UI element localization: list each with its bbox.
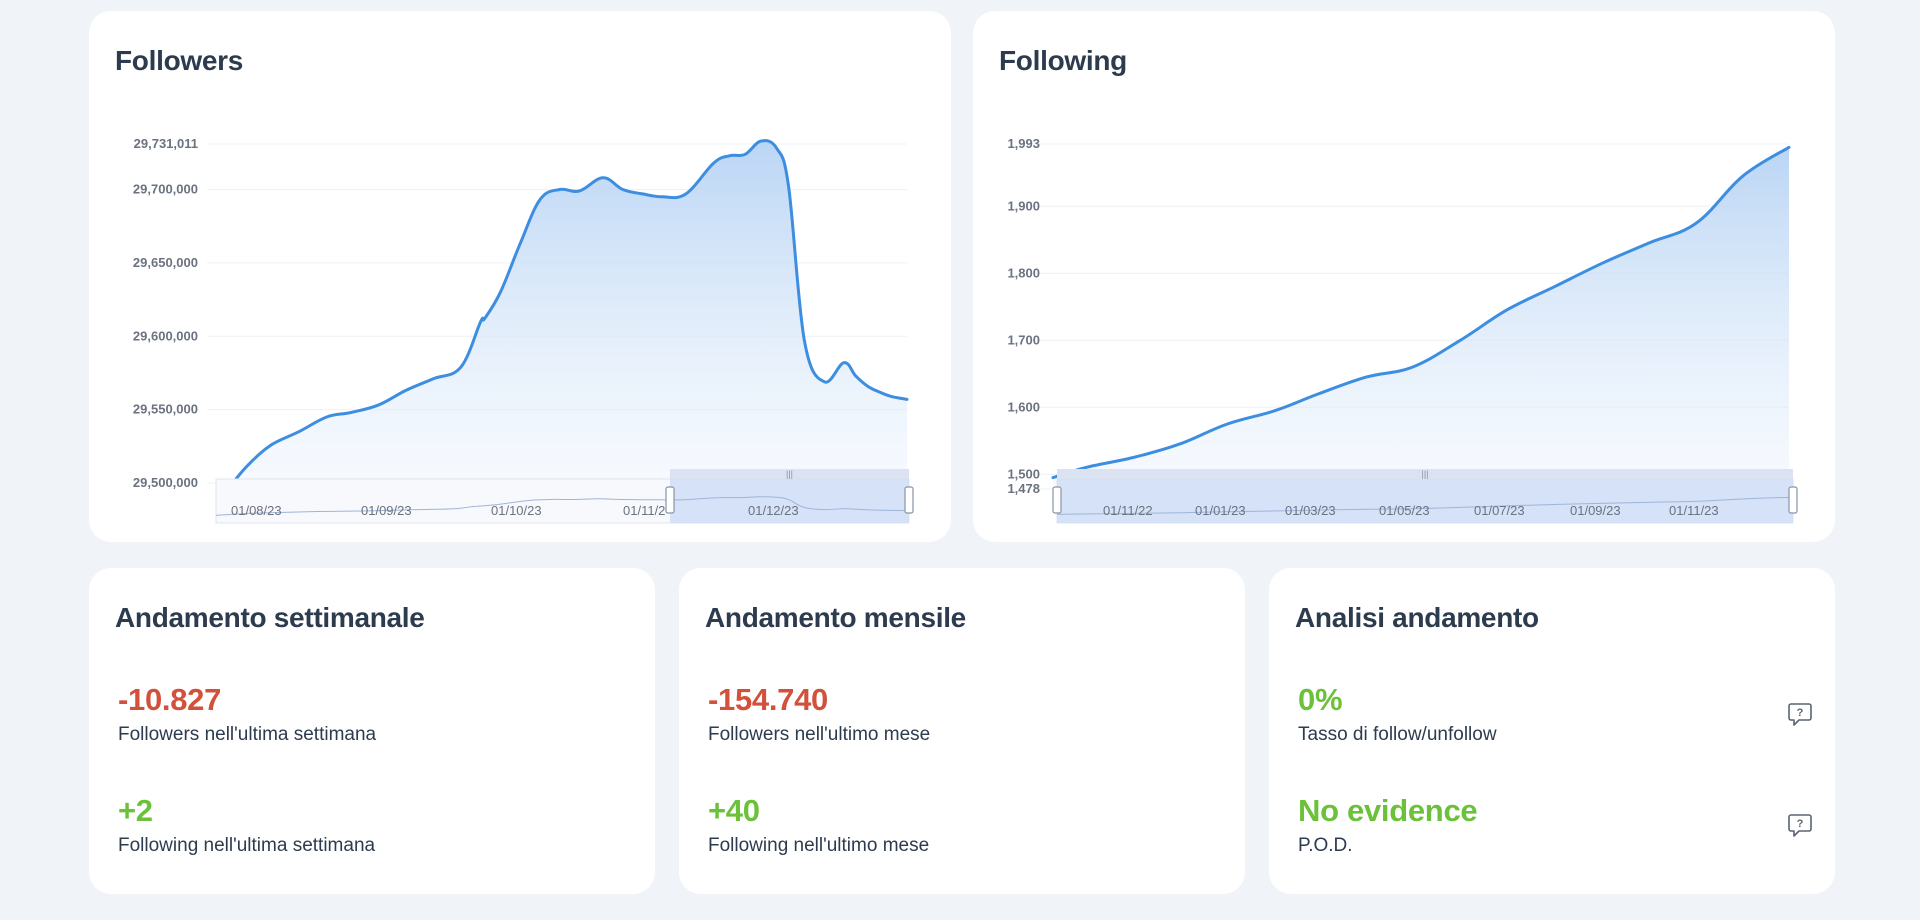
y-tick-label: 1,478 bbox=[1007, 481, 1040, 496]
navigator-handle-left[interactable] bbox=[1052, 486, 1062, 514]
monthly-trend-title: Andamento mensile bbox=[705, 602, 966, 633]
navigator-x-tick-label: 01/09/23 bbox=[361, 503, 412, 518]
help-icon[interactable]: ? bbox=[1787, 701, 1813, 727]
series-line bbox=[1051, 145, 1791, 480]
following-title: Following bbox=[999, 45, 1127, 76]
series-line bbox=[226, 139, 909, 491]
navigator-x-tick-label: 01/11/22 bbox=[1103, 503, 1153, 518]
navigator-x-tick-label: 01/09/23 bbox=[1570, 503, 1621, 518]
follow-rate-stat: 0% Tasso di follow/unfollow bbox=[1298, 682, 1497, 746]
navigator-x-tick-label: 01/12/23 bbox=[748, 503, 799, 518]
pod-value: No evidence bbox=[1298, 793, 1478, 828]
monthly-followers-stat: -154.740 Followers nell'ultimo mese bbox=[708, 682, 930, 746]
followers-card: Followers 29,500,000 29,550,000 29,600,000… bbox=[89, 11, 951, 542]
followers-chart[interactable]: 29,500,000 29,550,000 29,600,000 29,650,000… bbox=[89, 11, 951, 542]
monthly-trend-card: Andamento mensile -154.740 Followers nel… bbox=[679, 568, 1245, 894]
pod-label: P.O.D. bbox=[1298, 835, 1353, 856]
svg-text:?: ? bbox=[1797, 707, 1804, 719]
navigator-selection[interactable] bbox=[670, 479, 909, 523]
navigator-x-tick-label: 01/03/23 bbox=[1285, 503, 1336, 518]
navigator-handle-right[interactable] bbox=[904, 486, 914, 514]
navigator-selection[interactable] bbox=[1057, 479, 1793, 523]
navigator-x-tick-label: 01/05/23 bbox=[1379, 503, 1430, 518]
y-tick-label: 1,600 bbox=[1007, 399, 1040, 414]
monthly-following-value: +40 bbox=[708, 793, 760, 828]
navigator-scrollbar[interactable] bbox=[670, 469, 909, 479]
monthly-following-label: Following nell'ultimo mese bbox=[708, 835, 930, 856]
y-tick-label: 1,993 bbox=[1007, 136, 1040, 151]
follow-rate-label: Tasso di follow/unfollow bbox=[1298, 724, 1497, 745]
follow-rate-value: 0% bbox=[1298, 682, 1343, 717]
navigator-x-tick-label: 01/07/23 bbox=[1474, 503, 1525, 518]
weekly-trend-title: Andamento settimanale bbox=[115, 602, 425, 633]
weekly-followers-stat: -10.827 Followers nell'ultima settimana bbox=[118, 682, 376, 746]
monthly-followers-label: Followers nell'ultimo mese bbox=[708, 724, 931, 745]
y-tick-label: 1,800 bbox=[1007, 265, 1040, 280]
followers-title: Followers bbox=[115, 45, 243, 76]
trend-analysis-title: Analisi andamento bbox=[1295, 602, 1539, 633]
navigator-series-line bbox=[215, 496, 910, 516]
y-tick-label: 29,700,000 bbox=[133, 182, 198, 197]
navigator-series-line bbox=[1056, 496, 1794, 515]
weekly-following-stat: +2 Following nell'ultima settimana bbox=[118, 793, 375, 857]
scrollbar-grip: ||| bbox=[1421, 469, 1428, 479]
navigator-x-tick-label: 01/08/23 bbox=[231, 503, 282, 518]
help-icon[interactable]: ? bbox=[1787, 812, 1813, 838]
y-tick-label: 29,650,000 bbox=[133, 255, 198, 270]
following-card: Following 1,478 1,500 1,600 1,700 1,800 1,900… bbox=[973, 11, 1835, 542]
y-tick-label: 29,731,011 bbox=[134, 136, 198, 151]
monthly-following-stat: +40 Following nell'ultimo mese bbox=[708, 793, 929, 857]
y-tick-label: 29,550,000 bbox=[133, 402, 198, 417]
y-tick-label: 29,500,000 bbox=[133, 475, 198, 490]
y-tick-label: 1,500 bbox=[1007, 466, 1040, 481]
y-tick-label: 1,900 bbox=[1007, 198, 1040, 213]
navigator-handle-left[interactable] bbox=[665, 486, 675, 514]
weekly-trend-card: Andamento settimanale -10.827 Followers … bbox=[89, 568, 655, 894]
series-area bbox=[228, 140, 907, 489]
navigator-handle-right[interactable] bbox=[1788, 486, 1798, 514]
pod-stat: No evidence P.O.D. bbox=[1298, 793, 1478, 857]
navigator-x-tick-label: 01/11/2 bbox=[623, 503, 665, 518]
y-tick-label: 1,700 bbox=[1007, 332, 1040, 347]
weekly-followers-label: Followers nell'ultima settimana bbox=[118, 724, 377, 745]
navigator-x-tick-label: 01/10/23 bbox=[491, 503, 542, 518]
navigator-scrollbar[interactable] bbox=[1057, 469, 1793, 479]
weekly-following-label: Following nell'ultima settimana bbox=[118, 835, 376, 856]
weekly-followers-value: -10.827 bbox=[118, 682, 222, 717]
series-area bbox=[1053, 147, 1789, 490]
monthly-followers-value: -154.740 bbox=[708, 682, 828, 717]
scrollbar-grip: ||| bbox=[786, 469, 793, 479]
trend-analysis-card: Analisi andamento 0% Tasso di follow/unf… bbox=[1269, 568, 1835, 894]
y-tick-label: 29,600,000 bbox=[133, 328, 198, 343]
svg-text:?: ? bbox=[1797, 818, 1804, 830]
navigator-x-tick-label: 01/01/23 bbox=[1195, 503, 1246, 518]
navigator-x-tick-label: 01/11/23 bbox=[1669, 503, 1719, 518]
weekly-following-value: +2 bbox=[118, 793, 153, 828]
